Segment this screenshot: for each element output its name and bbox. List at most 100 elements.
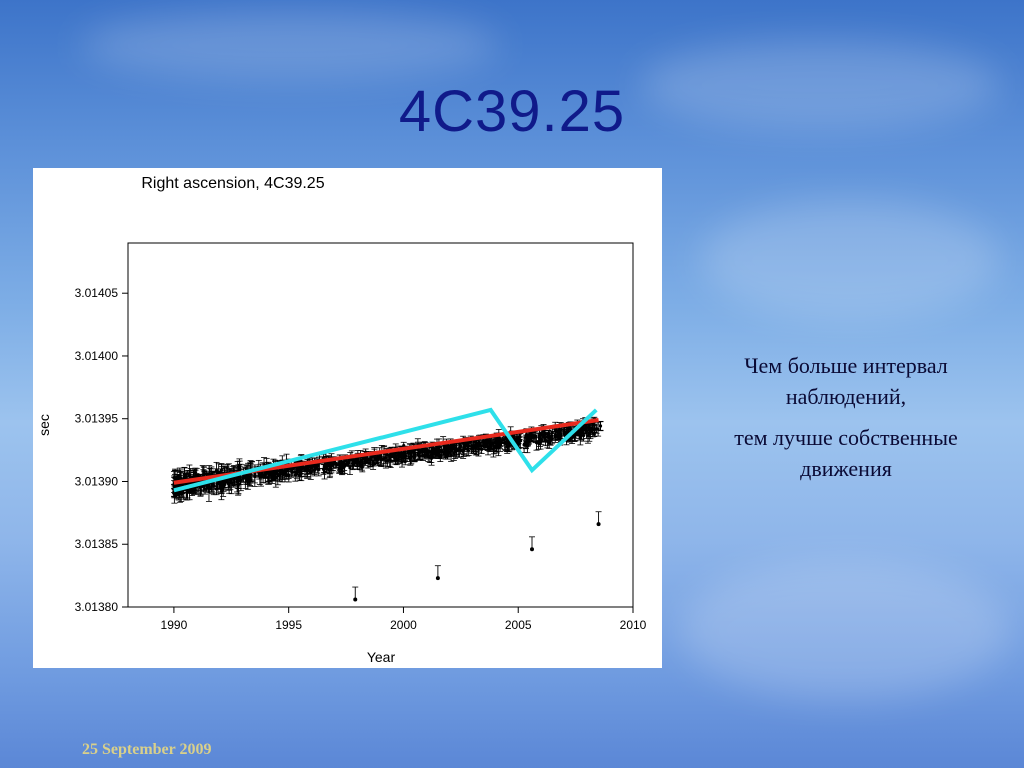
x-axis-title: Year [367,649,396,665]
data-point [446,447,450,451]
data-point [212,483,216,488]
data-point [263,473,267,477]
data-point [355,460,359,464]
data-point [588,429,593,433]
data-point [393,452,397,456]
data-point [426,448,430,453]
data-point [584,426,588,430]
outlier-point [353,597,358,602]
data-point [239,478,243,482]
data-point [328,466,332,471]
y-axis-title: sec [36,414,52,436]
data-point [221,483,225,487]
data-point [368,461,372,465]
y-tick-label: 3.01390 [75,474,119,488]
data-point [548,434,552,439]
data-point [347,460,351,465]
data-point [275,471,279,475]
data-point [326,462,330,466]
data-point [232,476,237,481]
slide-title: 4C39.25 [398,79,626,144]
data-point [435,448,440,452]
data-point [481,440,485,444]
data-point [503,441,507,445]
x-tick-label: 2010 [620,618,647,632]
data-point [205,484,210,488]
data-point [598,424,603,428]
data-point [214,487,219,491]
outlier-point [435,576,440,581]
data-point [360,465,364,469]
data-point [227,484,231,489]
data-point [399,454,403,458]
data-point [180,482,185,487]
data-point [388,457,392,461]
data-point [340,465,344,469]
background-cloud [680,560,1010,700]
y-tick-label: 3.01395 [75,412,119,426]
data-point [303,467,307,471]
data-point [536,441,541,445]
x-tick-label: 2005 [505,618,532,632]
y-tick-label: 3.01400 [75,349,119,363]
data-point [322,465,327,469]
data-point [335,463,339,467]
data-point [253,472,257,476]
data-point [581,433,586,438]
data-point [578,435,582,440]
data-point [375,457,379,462]
background-cloud [80,10,500,80]
background-cloud [640,40,1000,130]
data-point [455,447,459,451]
data-point [466,444,470,448]
chart: Right ascension, 4C39.25 1990 1995 2000 200… [36,175,647,665]
y-axis: 3.01380 3.01385 3.01390 3.01395 3.01400 3.014… [75,286,128,614]
data-point [562,428,566,432]
data-point [214,468,219,472]
data-point [430,450,434,454]
data-point [417,452,421,456]
background-cloud [700,200,1000,320]
data-point [314,465,318,469]
data-point [516,439,521,443]
x-tick-label: 1990 [161,618,188,632]
data-points [170,416,604,602]
data-point [408,455,412,460]
data-point [341,460,345,465]
data-point [556,431,560,436]
plot-frame [127,242,634,608]
fit-lines [173,407,599,493]
data-point [371,463,375,467]
data-point [471,445,476,449]
data-point [498,441,502,445]
outlier-point [530,547,534,552]
cyan-trend-line [173,407,598,493]
data-point [526,438,530,442]
data-point [488,442,492,446]
data-point [267,472,271,476]
data-point [175,475,179,479]
data-point [530,433,534,437]
data-point [411,449,416,453]
data-point [494,445,498,449]
data-point [305,465,310,470]
caption-line-1: Чем больше интервал наблюдений, [744,353,948,409]
data-point [185,488,190,492]
data-point [379,458,383,462]
data-point [483,443,487,447]
x-tick-label: 2000 [390,618,417,632]
x-tick-label: 1995 [275,618,302,632]
caption-line-2: тем лучше собственные движения [734,425,958,481]
data-point [406,451,410,455]
data-point [232,469,236,473]
data-point [382,456,386,461]
data-point [365,455,369,460]
chart-panel: Right ascension, 4C39.25 1990 1995 2000 200… [33,168,662,668]
outlier-point [596,522,601,527]
data-point [550,430,554,435]
data-point [554,429,558,434]
x-axis: 1990 1995 2000 2005 2010 [161,607,647,632]
data-point [476,447,481,451]
data-point [187,490,192,494]
y-tick-label: 3.01385 [75,537,119,551]
